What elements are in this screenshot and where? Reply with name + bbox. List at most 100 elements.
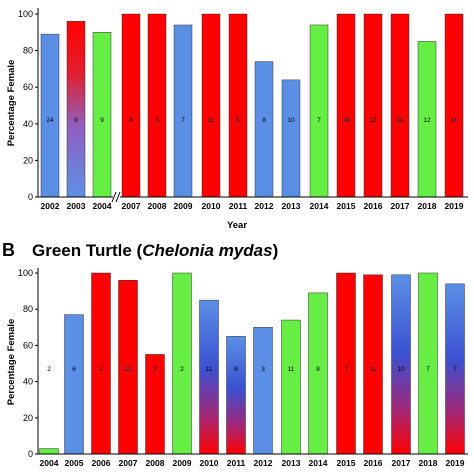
- panel-a-x-tick-label-2019: 2019: [445, 201, 464, 211]
- panel-b-bar-labels: 2 6 2 11 3 2 11 8 3 11 8 7 11 10 7 7: [47, 366, 457, 373]
- panel-b-bar-label-2011: 8: [234, 366, 238, 373]
- panel-b-x-tick-label-2009: 2009: [173, 458, 192, 468]
- panel-a-x-tick-label-2014: 2014: [310, 201, 329, 211]
- panel-b-bar-label-2016: 11: [370, 366, 377, 373]
- panel-b-bar-label-2004: 2: [47, 366, 51, 373]
- panel-a-bar-labels: 24 9 9 8 3 7 11 5 8 10 7 10 12 10 12 11: [46, 117, 457, 124]
- panel-a-bar-label-2015: 10: [342, 117, 350, 124]
- panel-a-bar-2019: [444, 13, 464, 198]
- panel-b-bar-label-2015: 7: [344, 366, 348, 373]
- panel-b-title: Green Turtle (Chelonia mydas): [32, 241, 278, 260]
- panel-b-x-tick-label-2006: 2006: [92, 458, 111, 468]
- panel-b-title-end: ): [273, 241, 279, 260]
- panel-b-bar-label-2019: 7: [453, 366, 457, 373]
- panel-a-bar-2003: [66, 21, 86, 198]
- panel-a-bar-label-2004: 9: [100, 117, 104, 124]
- panel-b-bar-2009: [172, 272, 192, 455]
- panel-b-bar-2004: [39, 448, 59, 455]
- panel-b-y-tick-label: 0: [28, 449, 33, 459]
- panel-a-bar-label-2018: 12: [423, 117, 431, 124]
- panel-a-x-tick-label-2003: 2003: [67, 201, 86, 211]
- panel-b-letter: B: [2, 240, 15, 260]
- panel-a-y-ticks: 0 20 40 60 80 100: [18, 9, 38, 202]
- axis-break-line: [115, 191, 121, 203]
- panel-a-y-tick-label: 20: [23, 155, 33, 165]
- panel-b-bar-label-2007: 11: [125, 366, 132, 373]
- panel-b-bar-label-2009: 2: [180, 366, 184, 373]
- panel-a-bar-2014: [309, 24, 329, 198]
- panel-b-x-tick-label-2011: 2011: [227, 458, 246, 468]
- panel-b-y-tick-label: 60: [23, 340, 33, 350]
- panel-a-y-axis-label: Percentage Female: [6, 60, 17, 147]
- panel-a-bar-label-2003: 9: [74, 117, 78, 124]
- panel-b-bar-2005: [64, 314, 84, 455]
- panel-a-bar-2008: [147, 13, 167, 198]
- panel-a-x-tick-label-2011: 2011: [229, 201, 248, 211]
- panel-a-bar-label-2012: 8: [262, 117, 266, 124]
- panel-a-x-tick-label-2009: 2009: [174, 201, 193, 211]
- panel-b: B Green Turtle (Chelonia mydas) 2 6 2 11 3 2 1…: [2, 240, 468, 468]
- panel-a-bar-label-2008: 3: [155, 117, 159, 124]
- panel-a-bar-2012: [254, 61, 274, 198]
- panel-a-bar-label-2013: 10: [287, 117, 295, 124]
- panel-a-bar-label-2002: 24: [46, 117, 54, 124]
- panel-b-x-tick-label-2018: 2018: [419, 458, 438, 468]
- panel-a-bar-2017: [390, 13, 410, 198]
- panel-b-x-tick-label-2005: 2005: [65, 458, 84, 468]
- panel-b-x-tick-label-2013: 2013: [282, 458, 301, 468]
- panel-b-y-tick-label: 100: [18, 268, 33, 278]
- panel-a-bar-label-2011: 5: [236, 117, 240, 124]
- panel-b-bar-2014: [308, 292, 328, 455]
- panel-b-x-tick-label-2010: 2010: [200, 458, 219, 468]
- panel-a-bars: [40, 13, 464, 198]
- panel-a-y-tick-label: 80: [23, 46, 33, 56]
- panel-b-bar-label-2014: 8: [316, 366, 320, 373]
- panel-a-bar-label-2016: 12: [369, 117, 377, 124]
- panel-b-x-tick-label-2007: 2007: [119, 458, 138, 468]
- panel-a-x-tick-label-2008: 2008: [148, 201, 167, 211]
- panel-b-y-axis-label: Percentage Female: [6, 319, 17, 406]
- panel-a-x-tick-label-2007: 2007: [122, 201, 141, 211]
- panel-b-y-tick-label: 20: [23, 413, 33, 423]
- panel-a-bar-2015: [336, 13, 356, 198]
- panel-b-bar-label-2010: 11: [206, 366, 213, 373]
- panel-b-bar-2011: [226, 336, 246, 455]
- panel-a-bar-2002: [40, 33, 60, 198]
- panel-a-x-tick-label-2018: 2018: [418, 201, 437, 211]
- panel-b-x-ticks: 2004 2005 2006 2007 2008 2009 2010 2011 2012 2013…: [40, 458, 465, 468]
- panel-b-bar-2006: [91, 272, 111, 455]
- panel-a-y-tick-label: 100: [18, 9, 33, 19]
- panel-a-x-axis-label: Year: [227, 220, 247, 231]
- panel-a-bar-2011: [228, 13, 248, 198]
- panel-a-axis-break: [111, 191, 121, 203]
- panel-b-bar-2016: [363, 274, 383, 455]
- panel-a-x-tick-label-2004: 2004: [93, 201, 112, 211]
- panel-b-bar-label-2017: 10: [397, 366, 405, 373]
- panel-b-title-italic: Chelonia mydas: [142, 241, 272, 260]
- panel-b-bar-label-2018: 7: [426, 366, 430, 373]
- panel-b-bar-label-2013: 11: [288, 366, 295, 373]
- panel-a-bar-label-2017: 10: [396, 117, 404, 124]
- panel-b-x-tick-label-2019: 2019: [446, 458, 465, 468]
- panel-b-bar-label-2005: 6: [72, 366, 76, 373]
- panel-a-y-tick-label: 60: [23, 82, 33, 92]
- panel-a-x-tick-label-2013: 2013: [282, 201, 301, 211]
- axis-break-gap: [113, 192, 120, 202]
- panel-a-bar-label-2019: 11: [451, 117, 458, 124]
- panel-b-y-tick-label: 40: [23, 377, 33, 387]
- panel-a-x-tick-label-2002: 2002: [41, 201, 60, 211]
- panel-b-x-tick-label-2017: 2017: [392, 458, 411, 468]
- panel-a-x-tick-label-2017: 2017: [391, 201, 410, 211]
- panel-a-bar-label-2014: 7: [317, 117, 321, 124]
- panel-a-bar-2010: [201, 13, 221, 198]
- panel-a-y-tick-label: 40: [23, 119, 33, 129]
- panel-a-y-tick-label: 0: [28, 192, 33, 202]
- panel-b-x-tick-label-2004: 2004: [40, 458, 59, 468]
- panel-a: 24 9 9 8 3 7 11 5 8 10 7 10 12 10 12 11 0 20 40 60 80 100 20…: [6, 8, 468, 231]
- panel-a-x-ticks: 2002 2003 2004 2007 2008 2009 2010 2011 2012 2013…: [41, 201, 464, 211]
- panel-b-title-main: Green Turtle (: [32, 241, 143, 260]
- panel-a-bar-2004: [92, 32, 112, 198]
- panel-b-bar-2010: [199, 299, 219, 455]
- panel-b-bar-2012: [253, 327, 273, 455]
